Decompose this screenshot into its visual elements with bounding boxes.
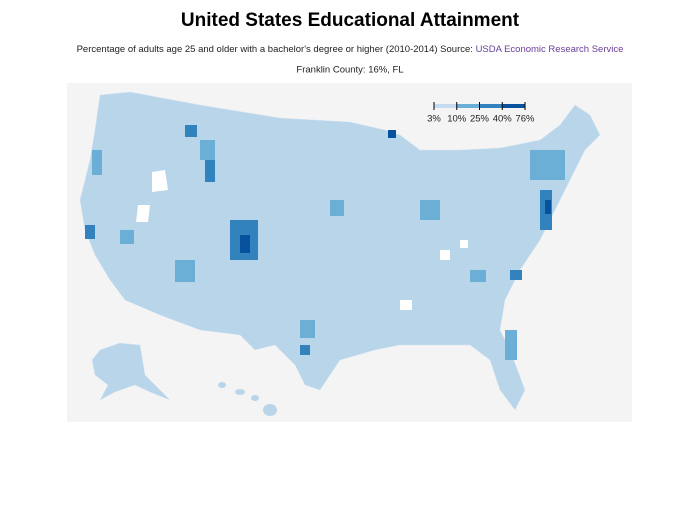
legend-label: 76% bbox=[515, 114, 535, 125]
county bbox=[440, 250, 450, 260]
legend: 3% 10% 25% 40% 76% bbox=[427, 102, 535, 125]
county bbox=[205, 160, 215, 182]
hawaii bbox=[218, 382, 277, 416]
county bbox=[330, 200, 344, 216]
county bbox=[300, 345, 310, 355]
county bbox=[300, 320, 315, 338]
county bbox=[460, 240, 468, 248]
county bbox=[185, 125, 197, 137]
legend-swatch bbox=[479, 104, 503, 108]
legend-label: 10% bbox=[447, 114, 467, 125]
county bbox=[400, 300, 412, 310]
subtitle-text: Percentage of adults age 25 and older wi… bbox=[77, 44, 473, 55]
county bbox=[388, 130, 396, 138]
title: United States Educational Attainment bbox=[181, 10, 520, 31]
county bbox=[505, 330, 517, 360]
county bbox=[136, 205, 150, 222]
alaska bbox=[91, 342, 171, 401]
county bbox=[175, 260, 195, 282]
county bbox=[420, 200, 440, 220]
subtitle: Percentage of adults age 25 and older wi… bbox=[77, 44, 624, 55]
island bbox=[263, 404, 277, 416]
county bbox=[200, 140, 215, 160]
island bbox=[251, 395, 259, 401]
county bbox=[92, 150, 102, 175]
contiguous-us bbox=[79, 91, 601, 411]
legend-swatch bbox=[434, 104, 457, 108]
county bbox=[152, 170, 168, 192]
island bbox=[235, 389, 245, 395]
legend-label: 3% bbox=[427, 114, 441, 125]
county bbox=[470, 270, 486, 282]
legend-label: 25% bbox=[470, 114, 490, 125]
hover-text: Franklin County: 16%, FL bbox=[296, 65, 403, 76]
county-patches-darkest bbox=[240, 130, 551, 253]
legend-swatch bbox=[502, 104, 525, 108]
county bbox=[530, 150, 565, 180]
county bbox=[510, 270, 522, 280]
county-patches-low bbox=[136, 170, 468, 310]
legend-label: 40% bbox=[493, 114, 513, 125]
island bbox=[218, 382, 226, 388]
county bbox=[240, 235, 250, 253]
county-patches bbox=[92, 140, 565, 360]
county bbox=[120, 230, 134, 244]
legend-swatch bbox=[456, 104, 480, 108]
county bbox=[85, 225, 95, 239]
source-link[interactable]: USDA Economic Research Service bbox=[476, 44, 624, 55]
county bbox=[545, 200, 551, 214]
